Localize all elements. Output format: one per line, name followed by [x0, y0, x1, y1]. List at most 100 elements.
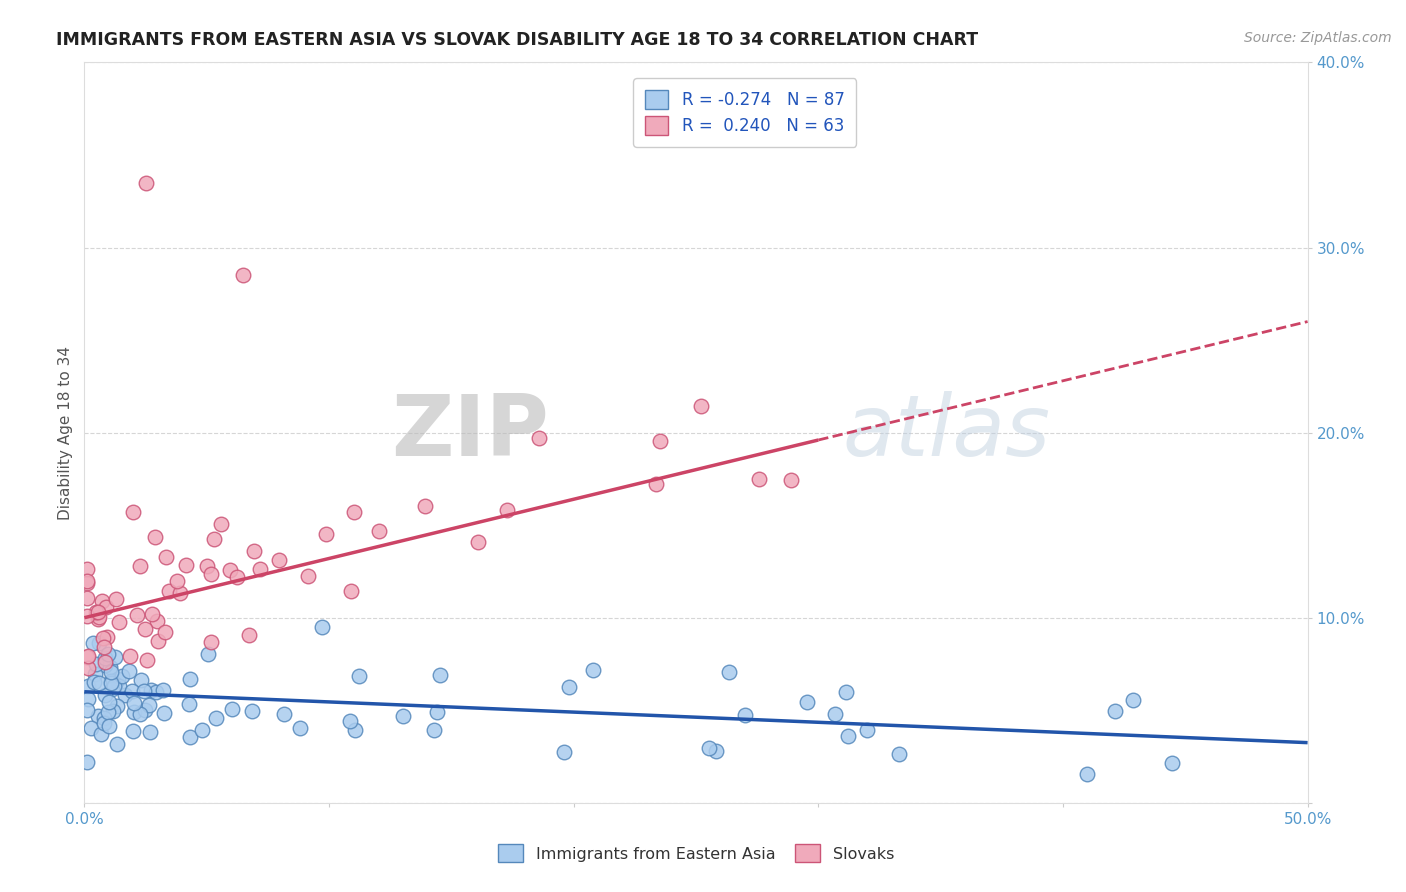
Point: [124, 705, 146, 719]
Point: [527, 431, 550, 445]
Point: [174, 558, 197, 573]
Point: [76, 609, 98, 624]
Point: [734, 708, 756, 723]
Point: [141, 607, 163, 621]
Point: [339, 714, 361, 728]
Point: [887, 747, 910, 761]
Point: [152, 682, 174, 697]
Point: [796, 695, 818, 709]
Point: [79, 722, 101, 736]
Point: [125, 607, 148, 622]
Point: [100, 675, 122, 690]
Point: [77, 648, 100, 663]
Text: atlas: atlas: [842, 391, 1050, 475]
Point: [143, 530, 166, 544]
Point: [467, 534, 489, 549]
Point: [87, 609, 110, 624]
Point: [200, 634, 222, 648]
Point: [90, 594, 112, 608]
Point: [429, 667, 451, 681]
Point: [76, 755, 98, 769]
Point: [120, 649, 142, 664]
Point: [191, 723, 214, 737]
Point: [179, 730, 201, 744]
Point: [108, 679, 131, 693]
Point: [553, 745, 575, 759]
Point: [96, 630, 118, 644]
Point: [139, 683, 162, 698]
Point: [76, 574, 98, 588]
Point: [423, 723, 446, 738]
Point: [557, 681, 579, 695]
Point: [101, 681, 124, 696]
Point: [135, 176, 157, 190]
Point: [129, 559, 152, 574]
Point: [347, 669, 370, 683]
Point: [179, 673, 201, 687]
Point: [105, 699, 128, 714]
Text: IMMIGRANTS FROM EASTERN ASIA VS SLOVAK DISABILITY AGE 18 TO 34 CORRELATION CHART: IMMIGRANTS FROM EASTERN ASIA VS SLOVAK D…: [56, 31, 979, 49]
Point: [169, 586, 191, 600]
Point: [340, 584, 363, 599]
Point: [100, 673, 122, 688]
Point: [91, 631, 114, 645]
Point: [153, 706, 176, 720]
Point: [748, 471, 770, 485]
Point: [94, 688, 117, 702]
Point: [1122, 693, 1144, 707]
Point: [98, 660, 121, 674]
Point: [76, 691, 98, 706]
Point: [1104, 704, 1126, 718]
Point: [87, 605, 110, 619]
Point: [225, 570, 247, 584]
Point: [202, 532, 225, 546]
Point: [129, 673, 152, 688]
Point: [122, 723, 145, 738]
Point: [84, 657, 107, 671]
Point: [690, 399, 713, 413]
Point: [718, 665, 741, 679]
Point: [232, 268, 254, 283]
Point: [76, 660, 98, 674]
Point: [205, 711, 228, 725]
Point: [101, 704, 124, 718]
Point: [114, 688, 136, 702]
Point: [415, 499, 437, 513]
Point: [118, 664, 141, 678]
Legend: Immigrants from Eastern Asia, Slovaks: Immigrants from Eastern Asia, Slovaks: [491, 838, 901, 869]
Point: [86, 605, 108, 619]
Point: [243, 543, 266, 558]
Point: [267, 553, 290, 567]
Point: [105, 738, 128, 752]
Point: [219, 563, 242, 577]
Point: [343, 723, 366, 738]
Point: [100, 665, 122, 680]
Point: [315, 526, 337, 541]
Point: [94, 599, 117, 614]
Point: [93, 711, 115, 725]
Point: [76, 650, 98, 665]
Point: [134, 703, 156, 717]
Point: [835, 685, 858, 699]
Point: [582, 663, 605, 677]
Text: Source: ZipAtlas.com: Source: ZipAtlas.com: [1244, 31, 1392, 45]
Point: [159, 584, 181, 599]
Point: [780, 474, 803, 488]
Point: [134, 622, 156, 636]
Point: [105, 592, 128, 607]
Point: [87, 709, 110, 723]
Point: [86, 612, 108, 626]
Point: [145, 685, 167, 699]
Point: [209, 516, 232, 531]
Point: [121, 683, 143, 698]
Point: [132, 683, 155, 698]
Point: [426, 705, 449, 719]
Point: [97, 705, 120, 719]
Point: [97, 695, 120, 709]
Point: [83, 675, 105, 690]
Point: [195, 558, 218, 573]
Point: [368, 524, 391, 538]
Point: [89, 635, 111, 649]
Point: [146, 614, 169, 628]
Point: [644, 477, 666, 491]
